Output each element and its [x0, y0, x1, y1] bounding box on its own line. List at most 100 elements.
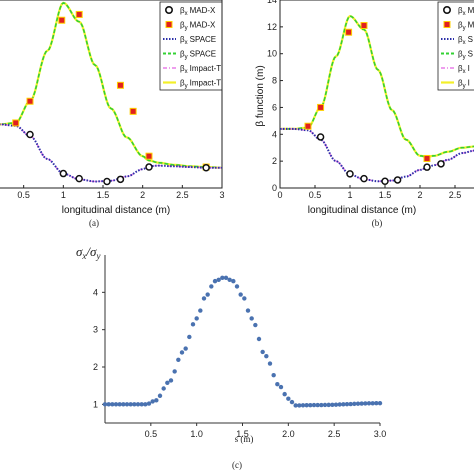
sigma-ratio-point — [355, 401, 361, 406]
legend-label-2: βx S — [458, 35, 473, 46]
legend-symbol-1 — [443, 21, 451, 28]
marker-beta-x-madx — [116, 175, 125, 184]
sigma-ratio-point — [304, 403, 309, 408]
sigma-ratio-point — [293, 403, 298, 408]
panel-b-y-tick-label: 6 — [272, 102, 277, 112]
marker-beta-y-madx — [75, 10, 83, 18]
legend-symbol-0 — [442, 6, 451, 15]
legend-label-3: βy S — [458, 50, 473, 61]
sigma-ratio-point — [322, 402, 328, 408]
panel-a-legend: βx MAD-X βy MAD-X βx SPACE βy SPACE βx Impact-T βy… — [159, 1, 223, 91]
panel-c-caption: (c) — [232, 460, 242, 470]
panel-c-x-axis-label: s (m) — [235, 434, 254, 444]
panel-c-sigma-ratio: σx/σy s (m) (c) 0.5 1.0 1.5 2.0 2.5 3.0 1 2 3 4 — [76, 244, 386, 470]
marker-beta-x-madx — [346, 170, 354, 178]
panel-b-x-tick-label: 2 — [417, 190, 422, 200]
sigma-ratio-point — [337, 402, 342, 407]
sigma-ratio-point — [110, 402, 115, 407]
legend-label-5: βy Impact-T — [180, 79, 221, 90]
series-beta-x-impact-t — [0, 123, 222, 183]
panel-a-x-tick-label: 2.5 — [176, 190, 189, 200]
sigma-ratio-point — [363, 401, 368, 406]
marker-beta-x-madx — [26, 130, 34, 139]
sigma-ratio-point — [341, 402, 346, 407]
marker-beta-x-madx — [59, 169, 68, 178]
panel-c-x-tick-label: 3.0 — [374, 429, 387, 439]
sigma-ratio-point — [275, 382, 280, 387]
panel-c-y-tick-label: 4 — [93, 287, 98, 297]
sigma-ratio-point — [253, 322, 258, 328]
legend-box — [437, 1, 474, 91]
sigma-ratio-point — [344, 401, 350, 407]
sigma-ratio-point — [102, 402, 108, 407]
sigma-ratio-point — [352, 401, 357, 407]
panel-b-caption: (b) — [372, 218, 383, 228]
series-beta-y-space — [0, 2, 222, 169]
sigma-ratio-point — [278, 384, 284, 390]
sigma-ratio-point — [113, 402, 119, 407]
marker-beta-y-madx — [26, 97, 34, 105]
legend-box — [159, 1, 223, 91]
sigma-ratio-point — [121, 402, 126, 407]
series-beta-y-space — [280, 15, 474, 158]
marker-beta-y-madx — [129, 107, 137, 115]
panel-c-y-tick-label: 3 — [93, 325, 98, 335]
panel-b-x-tick-label: 0 — [277, 190, 282, 200]
marker-beta-y-madx — [12, 119, 20, 127]
sigma-ratio-point — [256, 336, 262, 342]
marker-beta-x-madx — [75, 174, 83, 183]
sigma-ratio-point — [234, 284, 240, 289]
legend-label-1: βy M — [458, 21, 474, 32]
sigma-ratio-point — [143, 402, 148, 407]
sigma-ratio-point — [220, 275, 225, 280]
sigma-ratio-point — [161, 386, 166, 391]
panel-b-y-tick-label: 12 — [267, 22, 277, 32]
marker-beta-x-madx — [437, 160, 445, 168]
sigma-ratio-point — [260, 349, 265, 355]
panel-a-curves — [0, 1, 222, 186]
marker-beta-y-madx — [360, 22, 368, 30]
legend-label-1: βy MAD-X — [180, 21, 216, 32]
sigma-ratio-point — [366, 401, 372, 406]
sigma-ratio-point — [179, 350, 185, 355]
legend-label-5: βy I — [458, 79, 470, 90]
legend-label-3: βy SPACE — [180, 50, 216, 61]
marker-beta-y-madx — [145, 152, 153, 160]
panel-c-points — [102, 275, 383, 408]
svg-text:σx/σy: σx/σy — [76, 244, 100, 261]
sigma-ratio-point — [132, 402, 137, 407]
marker-beta-x-madx — [316, 133, 325, 141]
panel-a-beta-functions: βx MAD-X βy MAD-X βx SPACE βy SPACE βx Impact-T βy… — [0, 0, 225, 228]
sigma-ratio-point — [311, 402, 317, 408]
sigma-ratio-point — [183, 346, 188, 351]
panel-a-caption: (a) — [89, 218, 99, 228]
sigma-ratio-point — [205, 292, 210, 297]
sigma-ratio-point — [289, 399, 295, 405]
legend-label-4: βx Impact-T — [180, 64, 221, 75]
marker-beta-y-madx — [317, 103, 325, 111]
sigma-ratio-point — [216, 277, 221, 283]
sigma-ratio-point — [242, 296, 247, 301]
sigma-ratio-point — [168, 378, 174, 383]
marker-beta-y-madx — [116, 81, 124, 89]
sigma-ratio-point — [194, 316, 199, 321]
panel-c-y-axis-label: σx/σy — [76, 244, 100, 261]
panel-b-beta-functions: β function (m) longitudinal distance (m)… — [255, 0, 474, 228]
marker-beta-y-madx — [345, 28, 353, 36]
sigma-ratio-point — [124, 402, 130, 407]
panel-b-y-tick-label: 8 — [272, 76, 277, 86]
panel-b-x-tick-label: 1 — [347, 190, 352, 200]
panel-b-x-tick-label: 1.5 — [379, 190, 392, 200]
marker-beta-x-madx — [381, 177, 389, 186]
sigma-ratio-point — [333, 402, 339, 407]
sigma-ratio-point — [212, 278, 218, 284]
sigma-ratio-point — [374, 401, 379, 406]
panel-b-y-tick-label: 2 — [272, 156, 277, 166]
sigma-ratio-point — [139, 402, 144, 407]
sigma-ratio-point — [106, 402, 111, 407]
panel-a-x-tick-label: 1.5 — [97, 190, 110, 200]
sigma-ratio-point — [249, 316, 254, 321]
marker-beta-x-madx — [103, 177, 111, 186]
sigma-ratio-point — [297, 403, 302, 408]
sigma-ratio-point — [348, 401, 353, 407]
